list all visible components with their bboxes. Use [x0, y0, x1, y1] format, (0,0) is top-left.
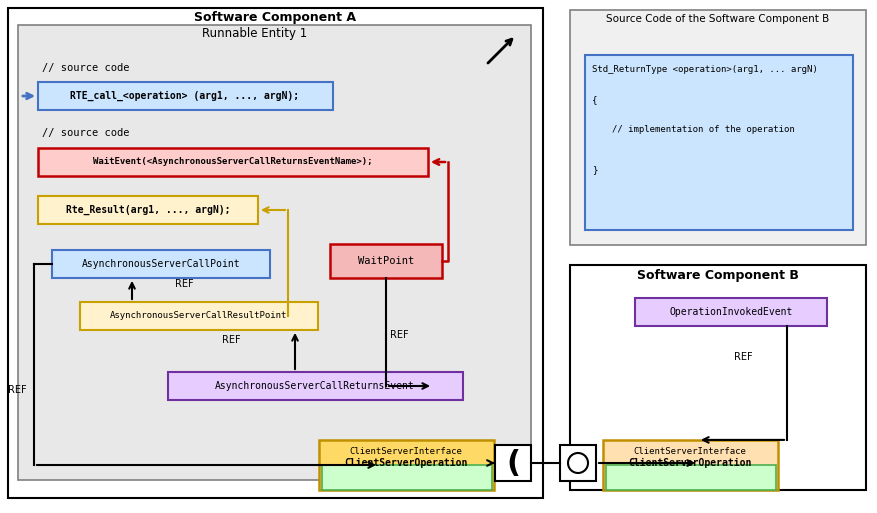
- Bar: [322, 465, 492, 490]
- Text: AsynchronousServerCallResultPoint: AsynchronousServerCallResultPoint: [111, 311, 288, 321]
- Bar: [585, 55, 853, 230]
- Bar: [570, 265, 866, 490]
- Text: Std_ReturnType <operation>(arg1, ... argN): Std_ReturnType <operation>(arg1, ... arg…: [592, 66, 817, 74]
- Text: REF: REF: [390, 330, 409, 340]
- Bar: [18, 25, 531, 480]
- Text: ClientServerInterface: ClientServerInterface: [633, 446, 746, 456]
- Text: WaitPoint: WaitPoint: [358, 256, 414, 266]
- Text: {: {: [592, 95, 597, 105]
- Text: }: }: [592, 166, 597, 174]
- Text: AsynchronousServerCallReturnsEvent: AsynchronousServerCallReturnsEvent: [215, 381, 415, 391]
- Text: Source Code of the Software Component B: Source Code of the Software Component B: [606, 14, 830, 24]
- Bar: [319, 440, 494, 490]
- Text: OperationInvokedEvent: OperationInvokedEvent: [669, 307, 793, 317]
- Bar: [80, 302, 318, 330]
- Text: Runnable Entity 1: Runnable Entity 1: [203, 28, 308, 41]
- Bar: [38, 82, 333, 110]
- Text: REF: REF: [175, 279, 194, 289]
- Bar: [635, 298, 827, 326]
- Text: REF: REF: [8, 385, 26, 395]
- Bar: [495, 445, 531, 481]
- Text: WaitEvent(<AsynchronousServerCallReturnsEventName>);: WaitEvent(<AsynchronousServerCallReturns…: [93, 157, 373, 167]
- Bar: [168, 372, 463, 400]
- Text: // source code: // source code: [42, 63, 130, 73]
- Bar: [603, 440, 778, 490]
- Bar: [570, 10, 866, 245]
- Bar: [560, 445, 596, 481]
- Text: Rte_Result(arg1, ..., argN);: Rte_Result(arg1, ..., argN);: [66, 205, 231, 215]
- Text: REF: REF: [734, 352, 752, 362]
- Text: // implementation of the operation: // implementation of the operation: [612, 126, 795, 134]
- Text: REF: REF: [222, 335, 240, 345]
- Text: Software Component B: Software Component B: [637, 268, 799, 282]
- Text: ClientServerOperation: ClientServerOperation: [628, 458, 752, 468]
- Text: ClientServerInterface: ClientServerInterface: [350, 446, 462, 456]
- Text: AsynchronousServerCallPoint: AsynchronousServerCallPoint: [82, 259, 240, 269]
- Text: ClientServerOperation: ClientServerOperation: [345, 458, 467, 468]
- Text: (: (: [506, 448, 520, 478]
- Bar: [330, 244, 442, 278]
- Bar: [606, 465, 776, 490]
- Text: Software Component A: Software Component A: [194, 10, 356, 24]
- Bar: [8, 8, 543, 498]
- Bar: [38, 148, 428, 176]
- Text: RTE_call_<operation> (arg1, ..., argN);: RTE_call_<operation> (arg1, ..., argN);: [70, 91, 300, 101]
- Bar: [52, 250, 270, 278]
- Bar: [38, 196, 258, 224]
- Text: // source code: // source code: [42, 128, 130, 138]
